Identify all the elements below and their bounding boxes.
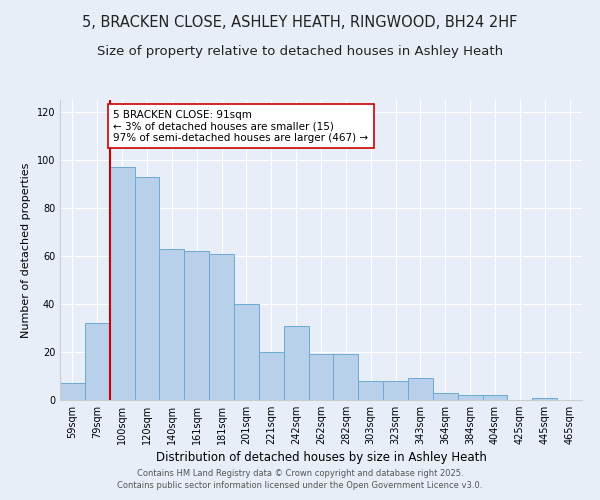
Bar	[433, 393, 458, 400]
Bar	[60, 383, 85, 400]
X-axis label: Distribution of detached houses by size in Ashley Heath: Distribution of detached houses by size …	[155, 451, 487, 464]
Text: Size of property relative to detached houses in Ashley Heath: Size of property relative to detached ho…	[97, 45, 503, 58]
Text: Contains HM Land Registry data © Crown copyright and database right 2025.
Contai: Contains HM Land Registry data © Crown c…	[118, 468, 482, 490]
Bar	[234, 304, 259, 400]
Bar	[134, 177, 160, 400]
Bar	[458, 395, 482, 400]
Text: 5, BRACKEN CLOSE, ASHLEY HEATH, RINGWOOD, BH24 2HF: 5, BRACKEN CLOSE, ASHLEY HEATH, RINGWOOD…	[82, 15, 518, 30]
Bar	[334, 354, 358, 400]
Text: 5 BRACKEN CLOSE: 91sqm
← 3% of detached houses are smaller (15)
97% of semi-deta: 5 BRACKEN CLOSE: 91sqm ← 3% of detached …	[113, 110, 368, 143]
Bar	[482, 395, 508, 400]
Bar	[532, 398, 557, 400]
Bar	[408, 378, 433, 400]
Y-axis label: Number of detached properties: Number of detached properties	[21, 162, 31, 338]
Bar	[209, 254, 234, 400]
Bar	[85, 323, 110, 400]
Bar	[383, 381, 408, 400]
Bar	[284, 326, 308, 400]
Bar	[110, 167, 134, 400]
Bar	[308, 354, 334, 400]
Bar	[160, 249, 184, 400]
Bar	[184, 251, 209, 400]
Bar	[358, 381, 383, 400]
Bar	[259, 352, 284, 400]
